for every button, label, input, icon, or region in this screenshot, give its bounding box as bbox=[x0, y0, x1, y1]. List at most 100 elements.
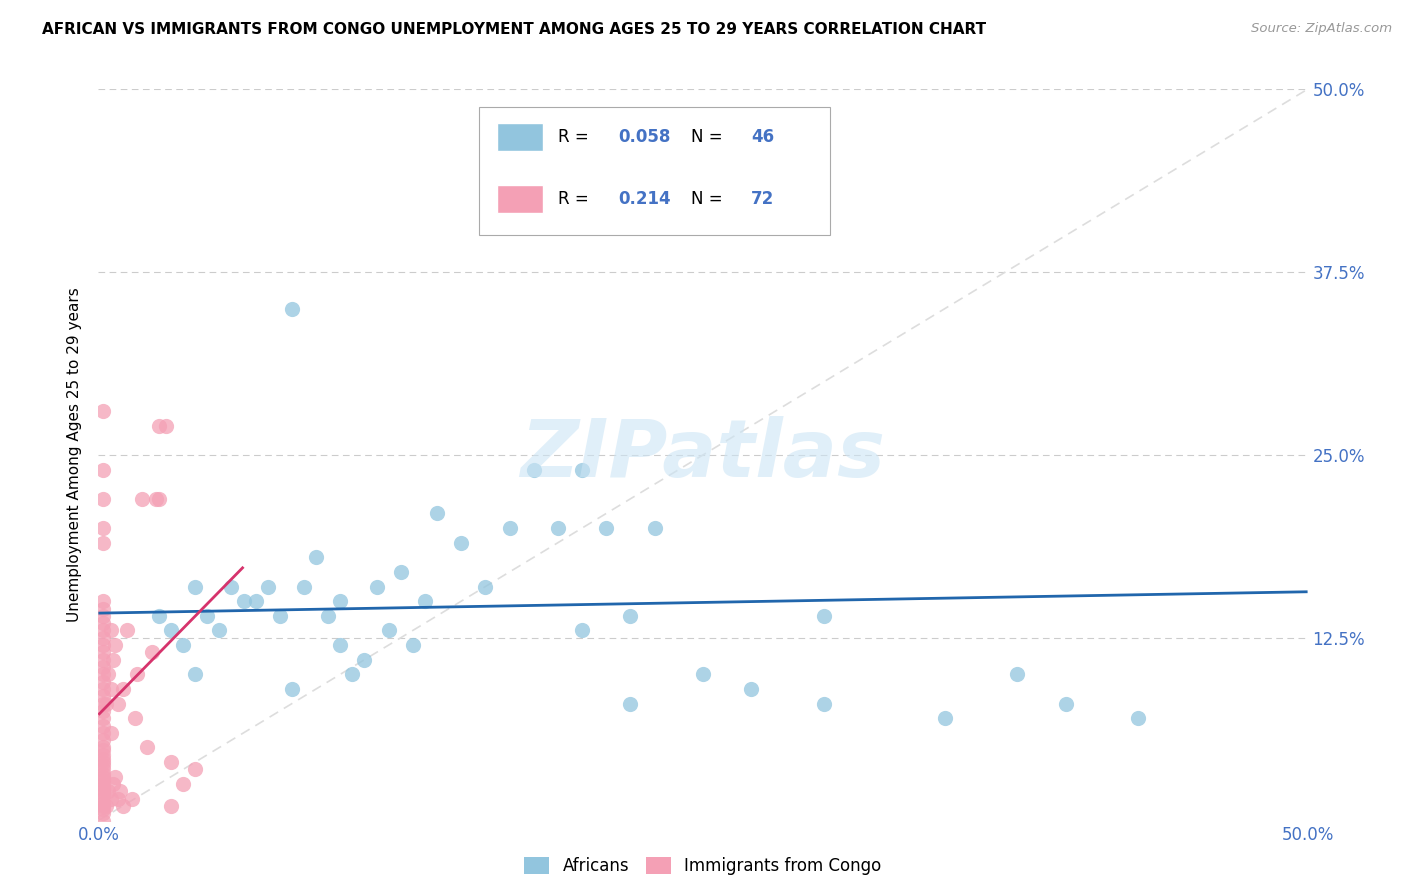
Point bbox=[97, 784, 120, 798]
Point bbox=[619, 697, 641, 711]
Point bbox=[474, 580, 496, 594]
Point bbox=[91, 704, 114, 718]
Point bbox=[91, 681, 114, 696]
Point bbox=[316, 608, 339, 623]
Point bbox=[91, 784, 114, 798]
Point bbox=[100, 791, 122, 805]
Point bbox=[91, 767, 114, 781]
Point bbox=[221, 580, 243, 594]
Point bbox=[155, 418, 177, 433]
Point bbox=[91, 726, 114, 740]
Point bbox=[619, 608, 641, 623]
Point bbox=[131, 491, 153, 506]
Text: R =: R = bbox=[558, 190, 593, 208]
Point bbox=[91, 799, 114, 814]
Point bbox=[91, 594, 114, 608]
Point bbox=[91, 631, 114, 645]
Point bbox=[426, 507, 449, 521]
Point bbox=[208, 624, 231, 638]
Point bbox=[100, 624, 122, 638]
Point bbox=[91, 752, 114, 766]
Text: R =: R = bbox=[558, 128, 593, 145]
Point bbox=[91, 624, 114, 638]
Point bbox=[813, 608, 835, 623]
Point bbox=[91, 645, 114, 659]
Point bbox=[100, 726, 122, 740]
Point bbox=[1007, 667, 1029, 681]
Point bbox=[450, 535, 472, 549]
Point bbox=[160, 624, 183, 638]
Point bbox=[91, 404, 114, 418]
Point bbox=[269, 608, 291, 623]
Point bbox=[91, 796, 114, 810]
Point bbox=[108, 784, 131, 798]
Point bbox=[91, 743, 114, 757]
Point bbox=[813, 697, 835, 711]
Point bbox=[91, 462, 114, 476]
Point bbox=[547, 521, 569, 535]
Point bbox=[91, 521, 114, 535]
Point bbox=[366, 580, 388, 594]
Text: 72: 72 bbox=[751, 190, 775, 208]
Point bbox=[91, 802, 114, 816]
Point bbox=[595, 521, 617, 535]
Text: AFRICAN VS IMMIGRANTS FROM CONGO UNEMPLOYMENT AMONG AGES 25 TO 29 YEARS CORRELAT: AFRICAN VS IMMIGRANTS FROM CONGO UNEMPLO… bbox=[42, 22, 986, 37]
Point bbox=[740, 681, 762, 696]
Point bbox=[232, 594, 254, 608]
Point bbox=[377, 624, 399, 638]
Point bbox=[94, 697, 117, 711]
FancyBboxPatch shape bbox=[498, 185, 543, 213]
Point bbox=[91, 787, 114, 801]
Point bbox=[127, 667, 149, 681]
Point bbox=[91, 772, 114, 787]
Point bbox=[934, 711, 956, 725]
Point bbox=[644, 521, 666, 535]
Point bbox=[571, 462, 593, 476]
Point bbox=[91, 806, 114, 821]
Point bbox=[148, 418, 170, 433]
Point bbox=[353, 653, 375, 667]
Point bbox=[91, 758, 114, 772]
Point bbox=[91, 747, 114, 762]
Point bbox=[91, 755, 114, 769]
Point bbox=[107, 697, 129, 711]
Point bbox=[692, 667, 714, 681]
Text: 0.058: 0.058 bbox=[619, 128, 671, 145]
Point bbox=[402, 638, 425, 652]
Point bbox=[413, 594, 436, 608]
Text: 0.214: 0.214 bbox=[619, 190, 671, 208]
Point bbox=[91, 814, 114, 828]
Point bbox=[124, 711, 146, 725]
Point bbox=[245, 594, 267, 608]
Point bbox=[195, 608, 218, 623]
Point bbox=[111, 799, 134, 814]
Point bbox=[172, 777, 194, 791]
Point bbox=[172, 638, 194, 652]
Point bbox=[160, 799, 183, 814]
Point bbox=[1128, 711, 1150, 725]
Y-axis label: Unemployment Among Ages 25 to 29 years: Unemployment Among Ages 25 to 29 years bbox=[67, 287, 83, 623]
Text: Source: ZipAtlas.com: Source: ZipAtlas.com bbox=[1251, 22, 1392, 36]
Point bbox=[184, 667, 207, 681]
Point bbox=[498, 521, 520, 535]
Point bbox=[91, 660, 114, 674]
Point bbox=[91, 535, 114, 549]
Point bbox=[91, 740, 114, 755]
Point bbox=[305, 550, 328, 565]
Point bbox=[148, 608, 170, 623]
Point bbox=[101, 653, 124, 667]
Point bbox=[111, 681, 134, 696]
Text: ZIPatlas: ZIPatlas bbox=[520, 416, 886, 494]
Point bbox=[91, 667, 114, 681]
Point bbox=[91, 763, 114, 777]
Point bbox=[104, 638, 127, 652]
Point bbox=[256, 580, 278, 594]
Point bbox=[94, 799, 117, 814]
Point bbox=[145, 491, 167, 506]
Point bbox=[91, 697, 114, 711]
Point bbox=[523, 462, 546, 476]
Point bbox=[107, 791, 129, 805]
Point bbox=[329, 594, 352, 608]
Point bbox=[281, 301, 304, 316]
Point bbox=[91, 781, 114, 796]
